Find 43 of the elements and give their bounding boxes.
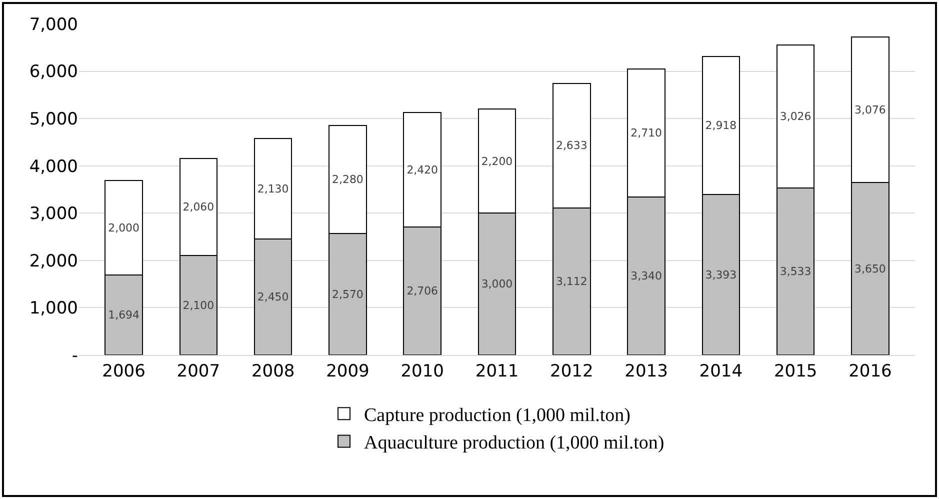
data-label: 2,450 <box>257 290 289 304</box>
y-tick-label: 4,000 <box>29 156 78 177</box>
x-tick-label: 2010 <box>400 361 444 382</box>
data-label: 3,000 <box>481 278 513 291</box>
data-label: 2,420 <box>406 163 438 176</box>
x-tick-label: 2013 <box>624 361 668 382</box>
data-label: 1,694 <box>108 308 140 322</box>
data-label: 2,570 <box>332 288 364 301</box>
data-label: 3,026 <box>780 110 812 124</box>
x-tick-label: 2014 <box>699 361 743 382</box>
x-tick-label: 2006 <box>102 361 146 382</box>
legend-label: Aquaculture production (1,000 mil.ton) <box>364 432 664 454</box>
x-tick-label: 2008 <box>251 361 295 382</box>
y-tick-label: 3,000 <box>29 204 78 224</box>
data-label: 3,340 <box>630 270 662 283</box>
data-label: 3,533 <box>780 265 812 278</box>
y-tick-label: 6,000 <box>29 62 78 82</box>
y-tick-label: 2,000 <box>29 251 78 272</box>
x-tick-label: 2012 <box>550 361 594 382</box>
data-label: 2,000 <box>108 221 140 234</box>
data-label: 2,130 <box>257 182 289 196</box>
data-label: 2,706 <box>406 284 438 298</box>
x-tick-label: 2015 <box>774 361 818 382</box>
y-tick-label: 7,000 <box>29 14 78 35</box>
x-tick-label: 2007 <box>176 361 220 382</box>
x-tick-label: 2011 <box>475 361 519 382</box>
x-tick-label: 2016 <box>848 361 892 382</box>
data-label: 2,200 <box>481 154 513 168</box>
x-tick-label: 2009 <box>326 361 370 382</box>
data-label: 3,112 <box>556 275 588 288</box>
data-label: 2,710 <box>630 126 662 140</box>
legend-label: Capture production (1,000 mil.ton) <box>364 404 630 426</box>
y-tick-label: 1,000 <box>29 298 78 319</box>
data-label: 3,650 <box>854 262 886 276</box>
data-label: 2,280 <box>332 173 364 186</box>
data-label: 3,393 <box>705 268 737 282</box>
data-label: 2,633 <box>556 139 588 152</box>
y-tick-label: 5,000 <box>29 110 78 130</box>
data-label: 2,918 <box>705 119 737 132</box>
data-label: 2,100 <box>182 298 214 312</box>
y-tick-label: - <box>72 346 78 366</box>
data-label: 2,060 <box>182 200 214 214</box>
data-label: 3,076 <box>854 103 886 116</box>
